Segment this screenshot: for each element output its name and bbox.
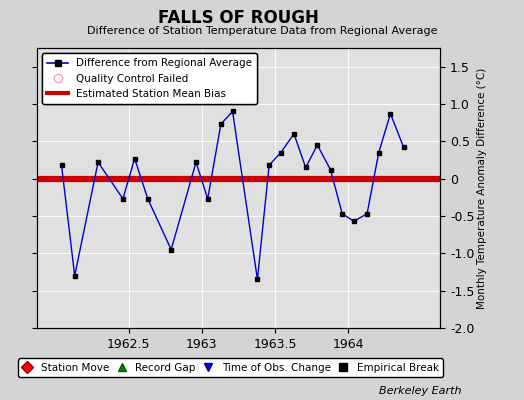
Y-axis label: Monthly Temperature Anomaly Difference (°C): Monthly Temperature Anomaly Difference (… bbox=[477, 67, 487, 309]
Text: Difference of Station Temperature Data from Regional Average: Difference of Station Temperature Data f… bbox=[87, 26, 437, 36]
Title: FALLS OF ROUGH: FALLS OF ROUGH bbox=[158, 9, 319, 27]
Legend: Station Move, Record Gap, Time of Obs. Change, Empirical Break: Station Move, Record Gap, Time of Obs. C… bbox=[18, 358, 443, 377]
Text: Berkeley Earth: Berkeley Earth bbox=[379, 386, 461, 396]
Legend: Difference from Regional Average, Quality Control Failed, Estimated Station Mean: Difference from Regional Average, Qualit… bbox=[42, 53, 257, 104]
